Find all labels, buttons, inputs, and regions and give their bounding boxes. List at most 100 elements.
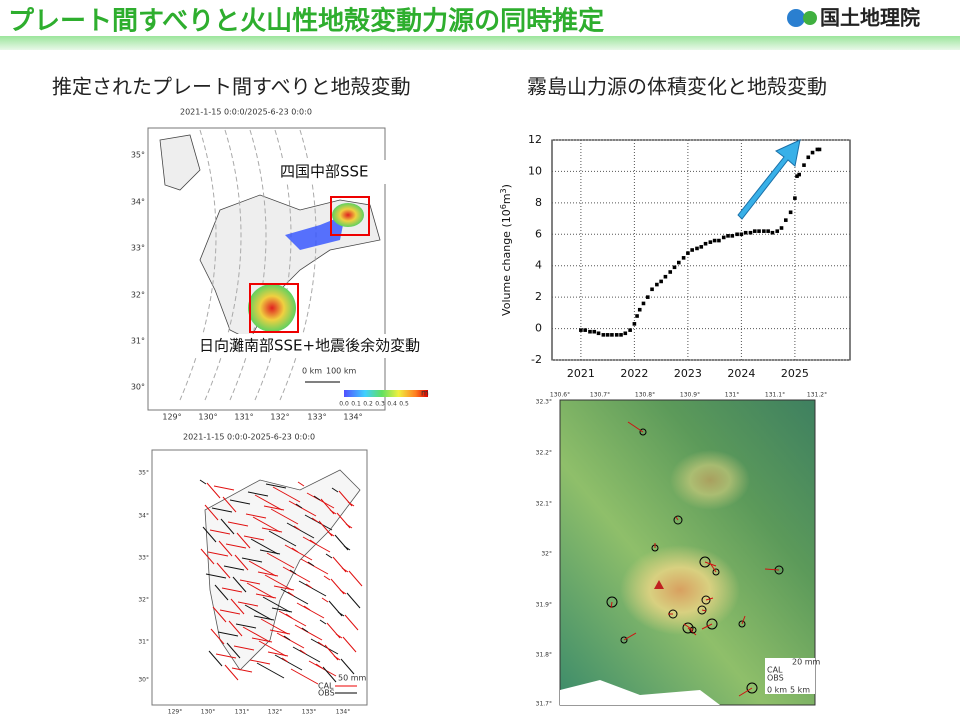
vector — [276, 632, 305, 649]
axis-label: 129° — [168, 709, 182, 716]
colorbar-unit: m — [421, 389, 429, 398]
data-point — [676, 260, 681, 265]
section-heading: 霧島山力源の体積変化と地殻変動 — [527, 75, 827, 99]
station — [738, 620, 746, 628]
vector — [296, 602, 325, 619]
vector — [291, 547, 299, 553]
x-tick-label: 2025 — [781, 367, 809, 380]
vector — [218, 540, 233, 557]
vector — [210, 628, 225, 645]
vector — [322, 666, 337, 683]
vector — [219, 609, 241, 615]
vector — [701, 609, 707, 612]
slip-patch — [248, 284, 296, 332]
annotation-bg — [196, 334, 476, 358]
data-point — [806, 155, 811, 160]
vector — [346, 592, 361, 609]
vector — [247, 491, 269, 497]
vector — [304, 514, 333, 531]
vector — [211, 507, 233, 513]
vector — [317, 641, 325, 647]
y-label-part: ) — [500, 184, 513, 188]
data-point — [619, 333, 623, 337]
vector — [330, 578, 345, 595]
y-axis-label: Volume change (106m3) — [499, 184, 514, 316]
sea — [560, 680, 720, 705]
vector — [303, 605, 311, 611]
vector — [274, 654, 303, 671]
station — [606, 596, 618, 608]
vector — [701, 623, 713, 630]
data-point — [783, 218, 788, 222]
vector — [288, 500, 317, 517]
data-point — [637, 307, 642, 312]
station — [689, 626, 697, 634]
data-point — [703, 241, 708, 246]
station — [712, 568, 720, 576]
station — [699, 556, 711, 568]
vector — [205, 573, 227, 579]
axis-label: 34° — [131, 198, 145, 207]
vector — [230, 598, 245, 615]
vector — [738, 687, 753, 697]
land — [159, 134, 201, 191]
axis-label: 32.3° — [536, 399, 552, 406]
axis-label: 131° — [234, 413, 253, 422]
axis-label: 0.4 — [387, 401, 397, 408]
highlight-box — [249, 283, 299, 333]
axis-label: 30° — [131, 383, 145, 392]
y-tick-label: 8 — [535, 196, 542, 209]
vector — [709, 562, 717, 573]
map-subtitle: 2021-1-15 0:0:0-2025-6-23 0:0:0 — [183, 433, 315, 442]
vector — [336, 512, 351, 529]
vector — [226, 642, 241, 659]
vector — [306, 492, 335, 509]
colorbar — [344, 390, 428, 397]
vector — [284, 544, 313, 561]
data-point — [762, 229, 766, 233]
vector — [202, 526, 217, 543]
x-tick-label: 2022 — [620, 367, 648, 380]
vector — [221, 587, 243, 593]
axis-label: 130.7° — [590, 392, 610, 399]
legend-label: 0 km — [767, 686, 787, 695]
vector — [308, 660, 337, 677]
vector — [623, 632, 637, 641]
data-point — [757, 229, 761, 233]
axis-label: 35° — [138, 470, 149, 477]
vector — [243, 535, 265, 541]
vector — [298, 580, 327, 597]
data-point — [681, 256, 686, 260]
vector — [222, 496, 237, 513]
axis-label: 32° — [541, 551, 552, 558]
legend-label: 50 mm — [338, 674, 367, 683]
map-subtitle: 2021-1-15 0:0:0/2025-6-23 0:0:0 — [180, 108, 312, 117]
vector — [313, 495, 321, 501]
vector — [204, 504, 219, 521]
vector — [241, 557, 263, 563]
volcano-marker — [654, 580, 664, 589]
data-point — [739, 232, 744, 237]
vector — [207, 551, 229, 557]
vector — [318, 520, 333, 537]
vector — [342, 636, 357, 653]
station — [701, 595, 711, 605]
highlight-box — [330, 196, 370, 236]
station — [620, 636, 628, 644]
vector — [217, 631, 239, 637]
vector — [301, 627, 309, 633]
vector — [254, 494, 283, 511]
x-tick-label: 2023 — [674, 367, 702, 380]
data-point — [788, 210, 793, 215]
vector — [199, 479, 207, 485]
header-band — [0, 36, 960, 50]
slip-map: 四国中部SSE 日向灘南部SSE+地震後余効変動 — [147, 127, 476, 411]
vector — [293, 525, 301, 531]
data-point — [730, 234, 735, 238]
vector — [299, 649, 307, 655]
axis-label: 34° — [138, 513, 149, 520]
vector — [315, 663, 323, 669]
data-point — [659, 279, 663, 284]
vector — [309, 539, 317, 545]
data-point — [628, 328, 632, 332]
